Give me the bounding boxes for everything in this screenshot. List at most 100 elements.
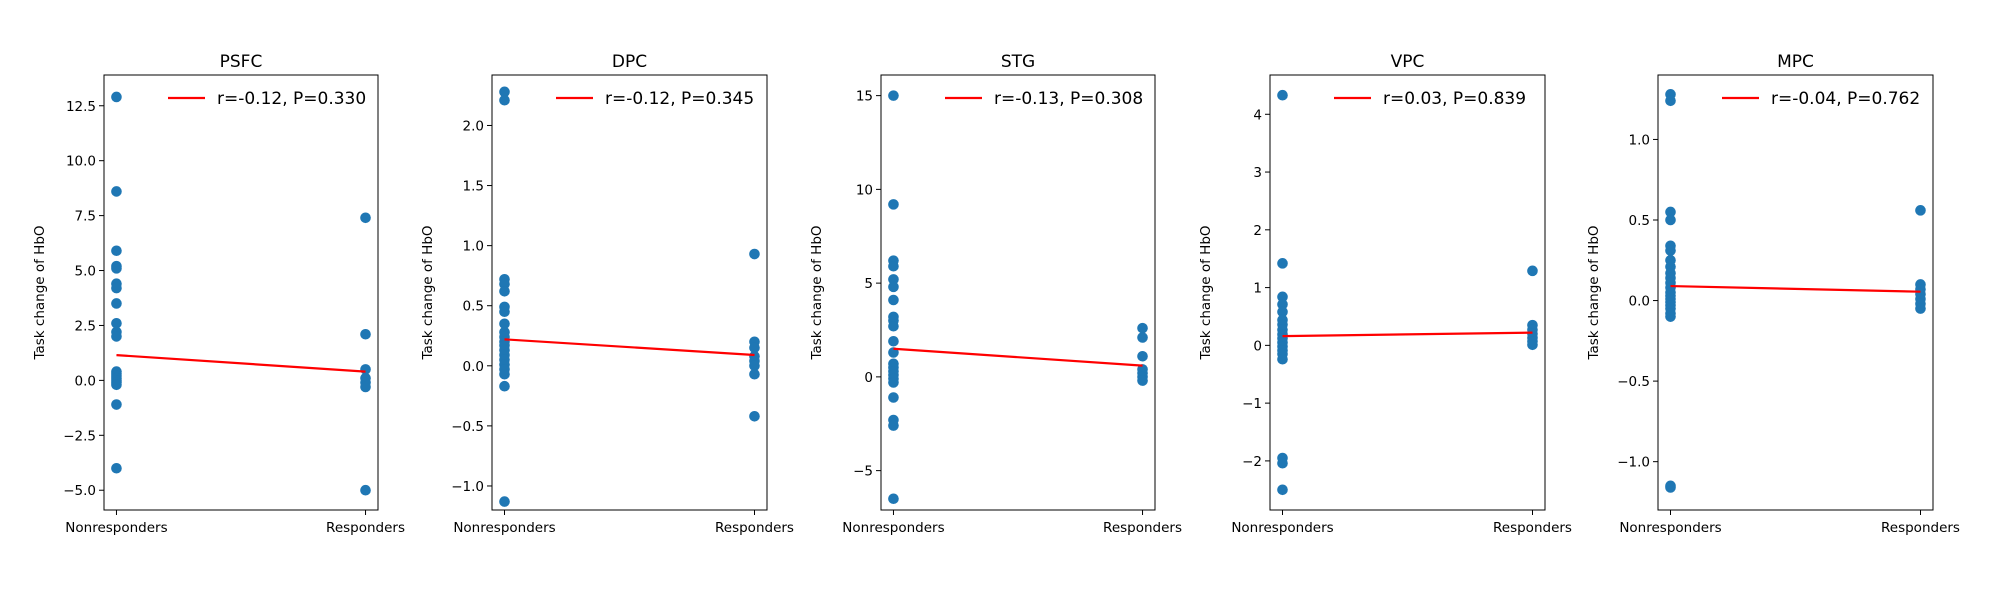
data-point	[360, 328, 371, 340]
regression-line	[1670, 284, 1921, 293]
y-tick-label: −1	[1242, 396, 1262, 412]
chart-panel-vpc: VPC Task change of HbO −2 −1 0 1 2 3 4 Nonrespond…	[1198, 52, 1572, 536]
data-point	[360, 484, 371, 496]
data-point	[499, 380, 510, 392]
data-point	[1915, 303, 1926, 314]
data-point	[888, 320, 899, 332]
y-tick-label: 0.0	[75, 373, 96, 389]
chart-title: VPC	[1391, 52, 1425, 72]
data-point	[111, 399, 122, 410]
y-tick-label: −2	[1242, 454, 1262, 470]
data-point	[1277, 484, 1288, 496]
data-point	[111, 245, 122, 257]
y-tick-label: 4	[1253, 107, 1262, 123]
y-tick-label: 10	[856, 182, 873, 198]
y-tick-label: 1.5	[463, 179, 484, 195]
data-point	[1665, 206, 1676, 218]
y-tick-label: −5.0	[63, 483, 96, 499]
x-tick-label: Nonresponders	[842, 520, 944, 536]
x-tick-label: Responders	[326, 520, 405, 536]
plot-frame	[880, 74, 1156, 511]
y-tick-label: 1.0	[1629, 132, 1650, 148]
y-tick-label: −0.5	[451, 419, 484, 435]
x-tick-label: Nonresponders	[1619, 520, 1721, 536]
data-point	[749, 342, 760, 354]
data-point	[1915, 205, 1926, 216]
data-point	[1277, 457, 1288, 469]
data-point	[1665, 245, 1676, 256]
y-tick-label: −1.0	[1617, 455, 1650, 471]
y-tick-label: −5	[853, 464, 873, 480]
chart-panel-psfc: PSFC Task change of HbO −5.0 −2.5 0.0 2.5 5.0 7…	[32, 52, 405, 536]
x-tick-label: Nonresponders	[65, 520, 167, 536]
x-tick-label: Nonresponders	[453, 520, 555, 536]
y-tick-label: 0.0	[1629, 294, 1650, 310]
chart-title: PSFC	[220, 52, 263, 72]
y-axis-label: Task change of HbO	[1586, 225, 1602, 360]
y-tick-label: −2.5	[63, 428, 96, 444]
data-point	[1137, 332, 1148, 343]
chart-title: MPC	[1777, 52, 1814, 72]
y-tick-label: −0.5	[1617, 374, 1650, 390]
y-tick-label: 7.5	[75, 209, 96, 225]
data-point	[749, 368, 760, 380]
data-point	[1137, 322, 1148, 334]
data-point	[888, 199, 899, 210]
data-point	[111, 462, 122, 474]
y-tick-label: 1.0	[463, 239, 484, 255]
data-point	[1277, 299, 1288, 310]
data-point	[1277, 306, 1288, 318]
legend-label: r=0.03, P=0.839	[1383, 89, 1526, 109]
data-point	[888, 294, 899, 306]
y-tick-label: 10.0	[66, 154, 96, 170]
data-point	[1527, 265, 1538, 277]
data-point	[111, 317, 122, 329]
data-point	[111, 282, 122, 294]
chart-title: DPC	[612, 52, 647, 72]
data-point	[360, 212, 371, 224]
y-tick-label: 2.5	[75, 318, 96, 334]
y-tick-label: 0.0	[463, 359, 484, 375]
x-tick-label: Responders	[1881, 520, 1960, 536]
plot-frame	[491, 74, 768, 511]
data-point	[499, 496, 510, 507]
x-tick-label: Nonresponders	[1231, 520, 1333, 536]
data-point	[1277, 291, 1288, 303]
y-tick-label: 2.0	[463, 118, 484, 134]
y-tick-label: 0.5	[463, 299, 484, 315]
data-point	[499, 368, 510, 380]
y-tick-label: 2	[1253, 223, 1262, 239]
data-point	[888, 90, 899, 101]
plot-frame	[1657, 74, 1934, 511]
data-point	[111, 186, 122, 197]
data-point	[499, 86, 510, 98]
y-tick-label: 0	[864, 370, 873, 386]
plot-frame	[1269, 74, 1546, 511]
data-point	[1665, 482, 1676, 493]
data-point	[1665, 214, 1676, 226]
data-point	[1665, 311, 1676, 322]
y-tick-label: 12.5	[66, 99, 96, 115]
data-point	[1665, 95, 1676, 107]
x-tick-label: Responders	[1103, 520, 1182, 536]
y-tick-label: 15	[856, 89, 873, 105]
chart-panel-stg: STG Task change of HbO −5 0 5 10 15 Nonresponde…	[809, 52, 1182, 536]
y-tick-label: 0.5	[1629, 213, 1650, 229]
data-point	[888, 281, 899, 293]
data-point	[1277, 258, 1288, 269]
data-point	[111, 379, 122, 391]
data-point	[888, 335, 899, 347]
data-point	[888, 420, 899, 431]
chart-title: STG	[1001, 52, 1035, 72]
data-point	[111, 298, 122, 309]
regression-line	[116, 354, 366, 373]
y-tick-label: −1.0	[451, 479, 484, 495]
data-point	[360, 381, 371, 393]
data-point	[1277, 89, 1288, 101]
data-point	[499, 285, 510, 297]
data-point	[749, 248, 760, 260]
y-axis-label: Task change of HbO	[32, 225, 48, 360]
data-point	[499, 318, 510, 330]
data-point	[111, 91, 122, 103]
